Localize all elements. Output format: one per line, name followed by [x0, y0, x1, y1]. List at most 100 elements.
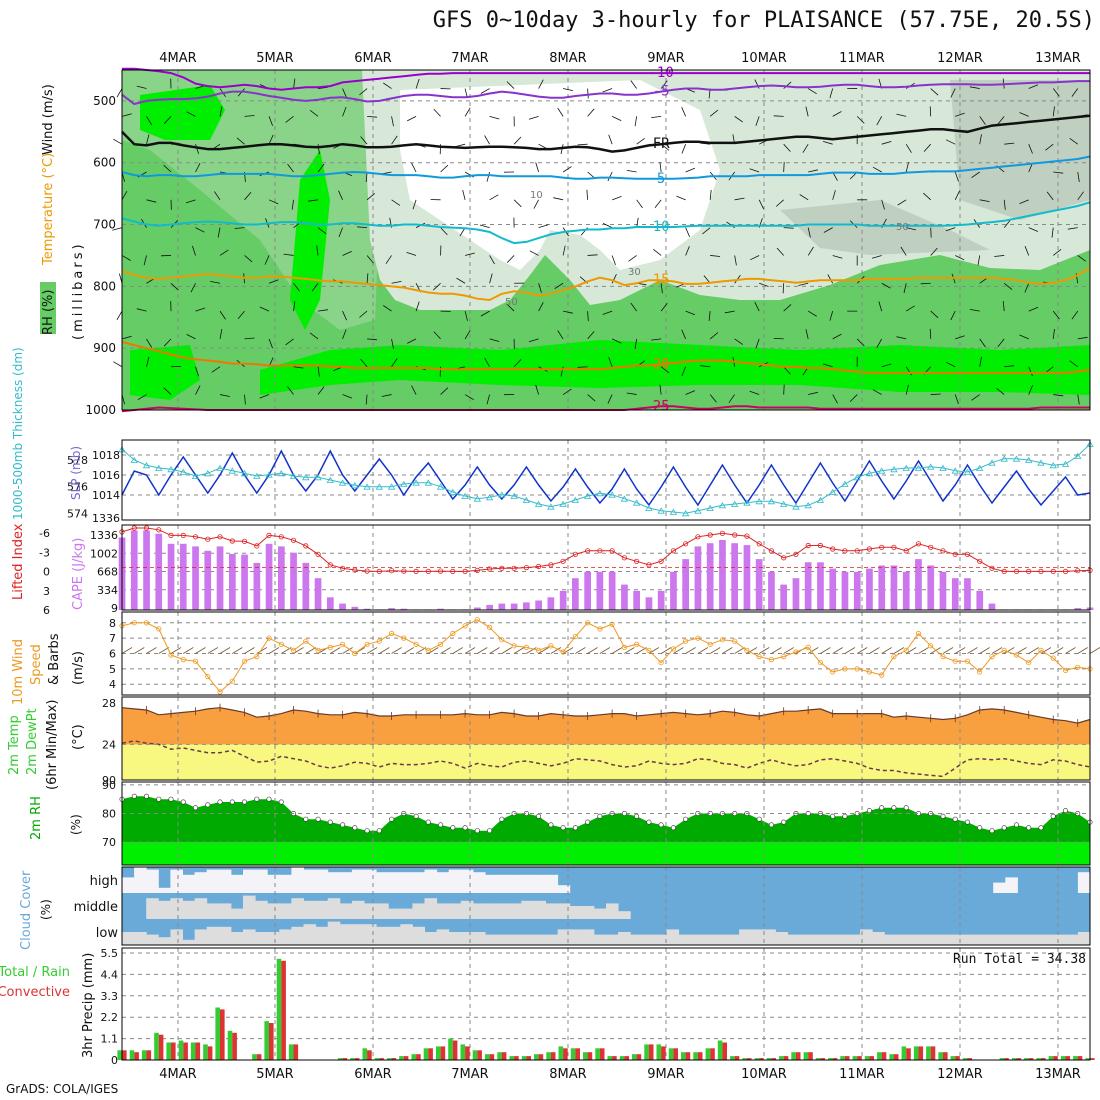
- lifted-index-point: [486, 566, 493, 572]
- wind-barb: [308, 199, 319, 202]
- wind-barb: [526, 647, 537, 654]
- wind-barb: [406, 252, 417, 256]
- wind-barb: [805, 106, 809, 117]
- cloud-cell: [327, 921, 341, 945]
- wind-barb: [685, 167, 696, 173]
- wind-speed-point: [879, 672, 885, 678]
- wind-barb: [702, 227, 711, 235]
- wind-barb: [456, 277, 466, 284]
- wind-speed-point: [462, 623, 468, 629]
- wind-barb: [379, 647, 390, 654]
- lifted-index-point: [327, 562, 333, 568]
- wind-barb: [930, 310, 939, 319]
- wind-speed-point: [805, 644, 811, 651]
- thickness-point: [669, 508, 678, 515]
- lifted-index-point: [499, 565, 505, 571]
- wind-barb: [143, 255, 147, 266]
- temperature-axis-label: (6hr Min/Max): [45, 700, 60, 790]
- cloud-cell: [122, 877, 135, 893]
- cloud-cell: [618, 932, 631, 945]
- rain-bar: [1048, 1056, 1054, 1060]
- wind-barb: [881, 141, 892, 145]
- dewpoint-line: [121, 740, 1091, 778]
- wind-barb: [942, 647, 954, 654]
- wind-barb: [553, 197, 564, 201]
- wind-barb: [383, 82, 392, 89]
- wind-speed-point: [131, 620, 137, 626]
- cloud-cell: [460, 869, 474, 893]
- wind-barb: [802, 143, 809, 153]
- wind-barb: [113, 138, 123, 145]
- convective-bar: [183, 1042, 188, 1060]
- wind-frame: [121, 611, 1091, 696]
- lifted-index-point: [511, 565, 517, 571]
- wind-barb: [342, 329, 347, 340]
- wind-barb: [195, 144, 199, 154]
- wind-barb: [1051, 227, 1054, 238]
- lifted-index-point: [866, 546, 873, 552]
- wind-barb: [562, 388, 572, 395]
- wind-speed-point: [560, 649, 566, 655]
- wind-barb: [538, 79, 544, 89]
- cloud-cell: [339, 903, 353, 919]
- wind-barb: [342, 251, 352, 256]
- wind-barb: [385, 255, 392, 264]
- wind-barb: [342, 647, 353, 654]
- rh-point: [474, 828, 480, 834]
- wind-barb: [338, 190, 343, 200]
- lifted-index-point: [266, 532, 272, 539]
- thickness-point: [608, 491, 616, 498]
- thickness-axis-label: 1000-500mb Thickness (dm): [11, 347, 25, 520]
- wind-barb: [219, 394, 230, 397]
- wind-barb: [918, 647, 929, 654]
- cape-bar: [253, 562, 261, 610]
- wind-barb: [832, 255, 843, 259]
- convective-bar: [906, 1048, 911, 1060]
- wind-barb: [236, 137, 245, 145]
- rain-bar: [497, 1052, 502, 1060]
- thickness-point: [645, 504, 653, 511]
- wind-barb: [403, 647, 415, 654]
- lifted-index-point: [756, 541, 762, 547]
- lifted-index-point: [192, 534, 199, 540]
- wind-speed-point: [940, 653, 946, 660]
- rain-bar: [399, 1056, 404, 1060]
- wind-barb: [996, 387, 1005, 395]
- rain-bar: [178, 1040, 184, 1060]
- rh-point: [254, 796, 260, 802]
- rain-bar: [252, 1054, 257, 1060]
- cloud-cell: [606, 903, 619, 919]
- thickness-point: [657, 507, 665, 514]
- wind-barb: [305, 647, 317, 654]
- cape-bar: [670, 571, 677, 610]
- rh-point: [168, 796, 174, 802]
- rh-contour-label: 50: [505, 297, 518, 308]
- lifted-index-point: [303, 543, 309, 549]
- wind-barb: [634, 338, 638, 349]
- wind-barb: [293, 78, 296, 89]
- lifted-index-point: [352, 567, 358, 573]
- wind-barb: [893, 647, 905, 654]
- wind-barb: [291, 199, 294, 210]
- wind-barb: [630, 80, 637, 89]
- thickness-point: [877, 467, 886, 474]
- cloud-cell: [327, 898, 341, 919]
- cloud-cell: [509, 934, 522, 945]
- wind-barb: [969, 309, 980, 312]
- wind-barb: [807, 647, 819, 654]
- rh-axis-label: RH (%): [41, 290, 56, 335]
- thickness-point: [632, 499, 641, 506]
- convective-bar: [636, 1054, 642, 1060]
- convective-bar: [1090, 1058, 1095, 1060]
- lifted-index-point: [719, 530, 726, 536]
- convective-bar: [795, 1052, 801, 1060]
- rain-bar: [962, 1058, 968, 1060]
- rain-bar: [436, 1046, 441, 1060]
- wind-speed-point: [156, 626, 162, 632]
- cloud-cell: [956, 934, 970, 945]
- thickness-point: [620, 495, 629, 502]
- cloud-cell: [460, 900, 474, 919]
- cloud-cell: [557, 929, 571, 945]
- wind-barb: [587, 647, 598, 654]
- lifted-index-point: [732, 532, 738, 538]
